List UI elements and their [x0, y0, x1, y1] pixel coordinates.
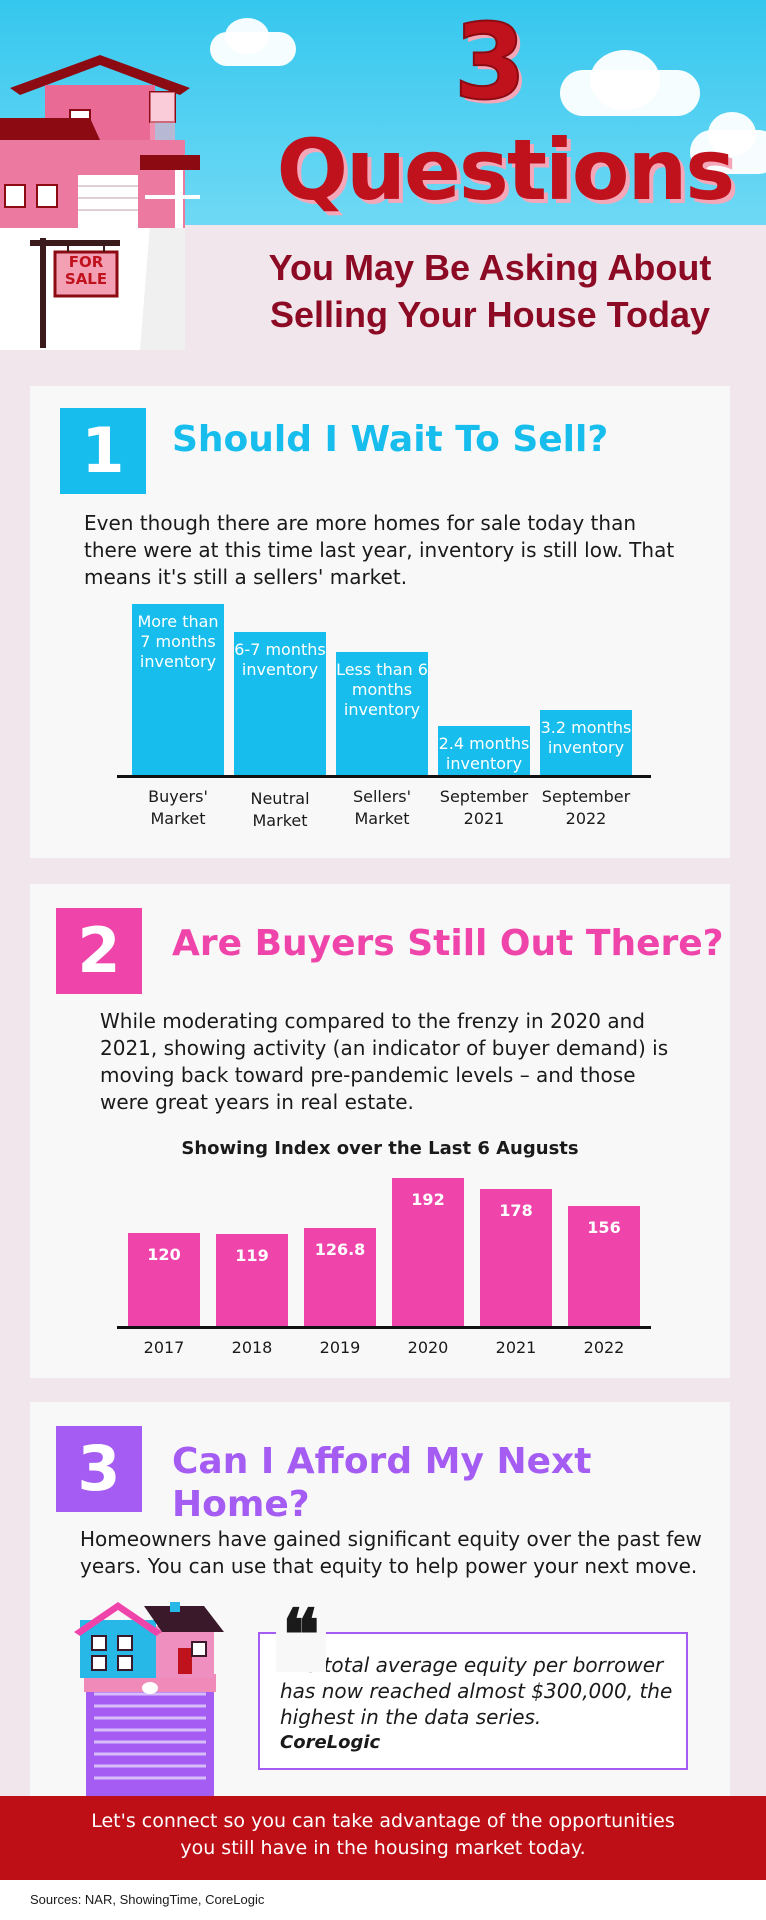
- showing-bar: 119: [216, 1234, 288, 1326]
- inventory-category-label: September 2021: [439, 787, 529, 828]
- showing-bar: 126.8: [304, 1228, 376, 1326]
- sources-bar: [0, 1880, 766, 1920]
- inventory-category-label: Sellers' Market: [352, 787, 412, 828]
- inventory-bar: 6-7 months inventory: [234, 632, 326, 776]
- showing-year-label: 2019: [319, 1338, 361, 1357]
- showing-bar: 178: [480, 1189, 552, 1326]
- inventory-bar: 2.4 months inventory: [438, 726, 530, 776]
- sign-line-1: FOR: [68, 253, 104, 271]
- cloud-icon: [590, 50, 660, 110]
- inventory-category-label: Buyers' Market: [148, 787, 208, 828]
- subtitle-line-1: You May Be Asking About: [268, 247, 712, 288]
- section-3-card: 3 Can I Afford My Next Home? Homeowners …: [30, 1402, 730, 1796]
- house-illustration: [0, 55, 200, 350]
- showing-year-label: 2021: [495, 1338, 537, 1357]
- subtitle-line-2: Selling Your House Today: [269, 293, 711, 335]
- sign-line-2: SALE: [64, 270, 108, 289]
- cloud-icon: [225, 18, 269, 54]
- quote-box: The total average equity per borrower ha…: [258, 1632, 688, 1770]
- chart-baseline: [117, 775, 651, 778]
- showing-bar: 156: [568, 1206, 640, 1326]
- section-3-title: Can I Afford My Next Home?: [172, 1441, 592, 1526]
- section-2-body: While moderating compared to the frenzy …: [100, 1009, 669, 1114]
- quote-text: The total average equity per borrower ha…: [280, 1653, 673, 1729]
- sources-text: Sources: NAR, ShowingTime, CoreLogic: [30, 1892, 265, 1907]
- quote-mark-icon: ❝: [276, 1602, 326, 1672]
- page-subtitle: You May Be Asking About Selling Your Hou…: [230, 245, 750, 339]
- section-3-number: 3: [56, 1426, 142, 1512]
- inventory-bar: 3.2 months inventory: [540, 710, 632, 776]
- chart-baseline: [117, 1326, 651, 1329]
- section-1-body: Even though there are more homes for sal…: [84, 511, 675, 589]
- showing-year-label: 2022: [583, 1338, 625, 1357]
- for-sale-sign: FOR SALE: [55, 253, 117, 289]
- call-to-action-banner: Let's connect so you can take advantage …: [0, 1796, 766, 1880]
- cloud-icon: [708, 112, 756, 156]
- inventory-bar: Less than 6 months inventory: [336, 652, 428, 776]
- showing-bar: 192: [392, 1178, 464, 1326]
- section-1-title: Should I Wait To Sell?: [172, 419, 609, 460]
- house-on-money-icon: [74, 1602, 224, 1796]
- showing-bar: 120: [128, 1233, 200, 1326]
- section-1-number: 1: [60, 408, 146, 494]
- inventory-category-label: September 2022: [541, 787, 631, 828]
- cta-line-1: Let's connect so you can take advantage …: [91, 1810, 675, 1832]
- section-2-card: 2 Are Buyers Still Out There? While mode…: [30, 884, 730, 1378]
- title-number: 3: [453, 1, 527, 123]
- page-title: Questions: [276, 121, 736, 219]
- section-2-title: Are Buyers Still Out There?: [172, 923, 724, 964]
- quote-source: CoreLogic: [280, 1732, 381, 1753]
- chart-title: Showing Index over the Last 6 Augusts: [181, 1138, 579, 1159]
- showing-year-label: 2017: [143, 1338, 185, 1357]
- section-1-card: 1 Should I Wait To Sell? Even though the…: [30, 386, 730, 858]
- cta-line-2: you still have in the housing market tod…: [180, 1836, 586, 1859]
- section-3-body: Homeowners have gained significant equit…: [80, 1527, 702, 1578]
- section-2-number: 2: [56, 908, 142, 994]
- showing-year-label: 2018: [231, 1338, 273, 1357]
- showing-year-label: 2020: [407, 1338, 449, 1357]
- inventory-bar: More than 7 months inventory: [132, 604, 224, 776]
- showing-index-chart: 120 2017 119 2018 126.8 2019 192 2020 178 2021 156…: [30, 884, 730, 1378]
- inventory-category-label: Neutral Market: [250, 789, 310, 830]
